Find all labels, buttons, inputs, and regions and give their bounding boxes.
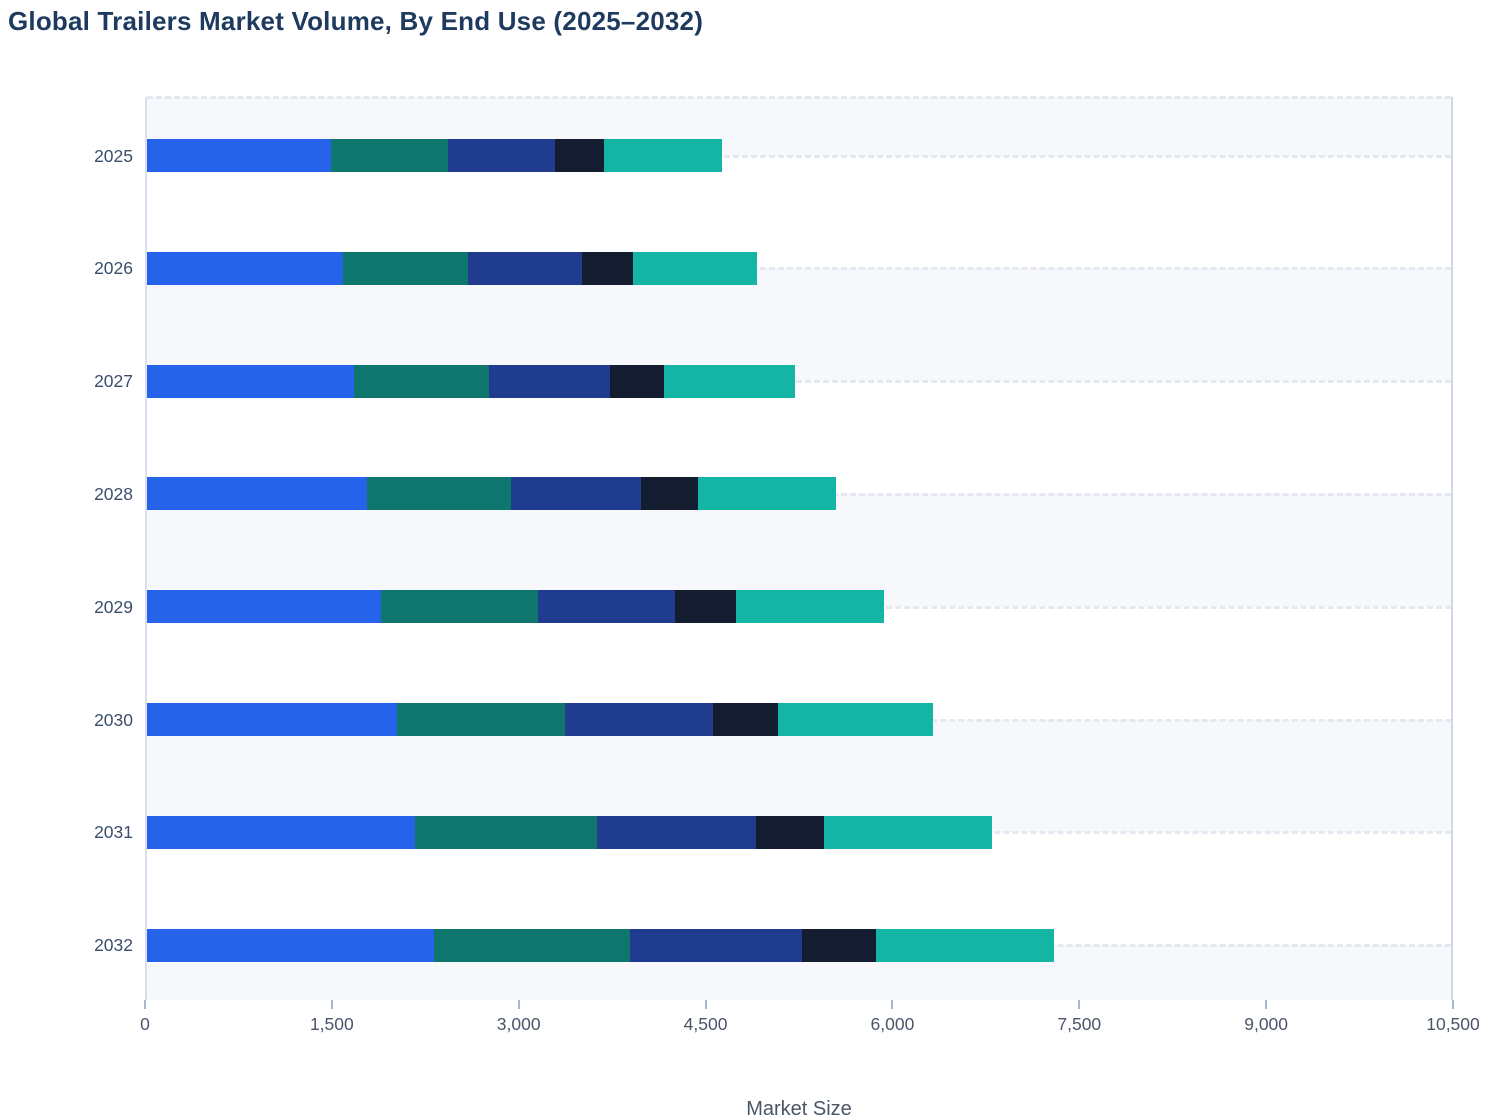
gridline [147, 154, 1451, 158]
x-axis-title: Market Size [746, 1098, 852, 1120]
bar-segment[interactable] [511, 477, 641, 511]
bar-segment[interactable] [367, 477, 512, 511]
x-tick-label: 10,500 [1426, 1014, 1480, 1034]
bar-segment[interactable] [147, 590, 382, 624]
gridline [147, 96, 1451, 99]
bar-segment[interactable] [147, 815, 416, 849]
y-axis-label-2030: 2030 [94, 709, 133, 730]
bar-segment[interactable] [467, 251, 582, 285]
bar-segment[interactable] [735, 590, 885, 624]
bar-segment[interactable] [564, 703, 713, 736]
bar-segment[interactable] [538, 590, 675, 624]
x-tick-label: 7,500 [1057, 1014, 1102, 1034]
y-axis-label-2025: 2025 [94, 145, 133, 166]
gridline [147, 380, 1451, 384]
bar-segment[interactable] [630, 928, 803, 962]
x-tick-mark [144, 1000, 146, 1009]
row-band [147, 832, 1451, 946]
bar-row-2032 [147, 928, 1055, 962]
bar-segment[interactable] [755, 815, 824, 849]
row-band [147, 155, 1451, 269]
bar-row-2027 [147, 364, 795, 398]
bar-segment[interactable] [802, 928, 876, 962]
bar-segment[interactable] [581, 251, 633, 285]
x-tick-mark [1078, 1000, 1081, 1009]
chart-title: Global Trailers Market Volume, By End Us… [8, 6, 704, 36]
x-tick-label: 4,500 [683, 1014, 728, 1034]
x-tick-label: 1,500 [309, 1014, 354, 1034]
row-band [147, 381, 1451, 494]
bar-segment[interactable] [603, 139, 722, 172]
x-tick-label: 9,000 [1244, 1014, 1289, 1034]
row-band [147, 606, 1451, 720]
bar-segment[interactable] [674, 590, 736, 624]
x-tick-mark [1452, 1000, 1454, 1009]
bar-segment[interactable] [597, 815, 756, 849]
row-band [147, 493, 1451, 607]
x-tick-mark [517, 1000, 520, 1009]
bar-segment[interactable] [875, 928, 1055, 962]
bar-segment[interactable] [777, 703, 933, 736]
bar-segment[interactable] [147, 139, 332, 172]
x-tick-label: 3,000 [496, 1014, 541, 1034]
bar-segment[interactable] [663, 364, 795, 398]
bar-segment[interactable] [640, 477, 699, 511]
bar-segment[interactable] [342, 251, 468, 285]
x-tick-mark [891, 1000, 894, 1009]
plot-area [145, 96, 1453, 1000]
bar-segment[interactable] [353, 364, 489, 398]
bar-segment[interactable] [824, 815, 993, 849]
bar-row-2031 [147, 815, 993, 849]
bar-row-2028 [147, 477, 837, 511]
x-tick-mark [330, 1000, 333, 1009]
bar-segment[interactable] [415, 815, 598, 849]
bar-segment[interactable] [147, 928, 435, 962]
y-axis-label-2029: 2029 [94, 596, 133, 617]
bar-segment[interactable] [147, 364, 354, 398]
x-tick-mark [704, 1000, 707, 1009]
bar-row-2025 [147, 139, 722, 172]
bar-row-2026 [147, 251, 757, 285]
bar-segment[interactable] [147, 703, 398, 736]
bar-segment[interactable] [632, 251, 757, 285]
x-tick-label: 0 [140, 1014, 150, 1034]
bar-segment[interactable] [397, 703, 565, 736]
row-band [147, 268, 1451, 382]
y-axis-label-2032: 2032 [94, 935, 133, 956]
gridline [147, 267, 1451, 271]
y-axis-label-2028: 2028 [94, 483, 133, 504]
row-band [147, 719, 1451, 833]
bar-segment[interactable] [381, 590, 539, 624]
bar-segment[interactable] [448, 139, 555, 172]
bar-segment[interactable] [712, 703, 778, 736]
bar-segment[interactable] [147, 477, 368, 511]
bar-segment[interactable] [698, 477, 837, 511]
bar-segment[interactable] [609, 364, 664, 398]
bar-segment[interactable] [554, 139, 604, 172]
x-tick-label: 6,000 [870, 1014, 915, 1034]
bar-row-2029 [147, 590, 885, 624]
y-axis-label-2026: 2026 [94, 258, 133, 279]
bar-segment[interactable] [434, 928, 631, 962]
y-axis-label-2031: 2031 [94, 822, 133, 843]
x-tick-mark [1265, 1000, 1268, 1009]
bar-row-2030 [147, 703, 933, 736]
bar-segment[interactable] [331, 139, 449, 172]
y-axis-label-2027: 2027 [94, 371, 133, 392]
bar-segment[interactable] [147, 251, 343, 285]
bar-segment[interactable] [488, 364, 610, 398]
